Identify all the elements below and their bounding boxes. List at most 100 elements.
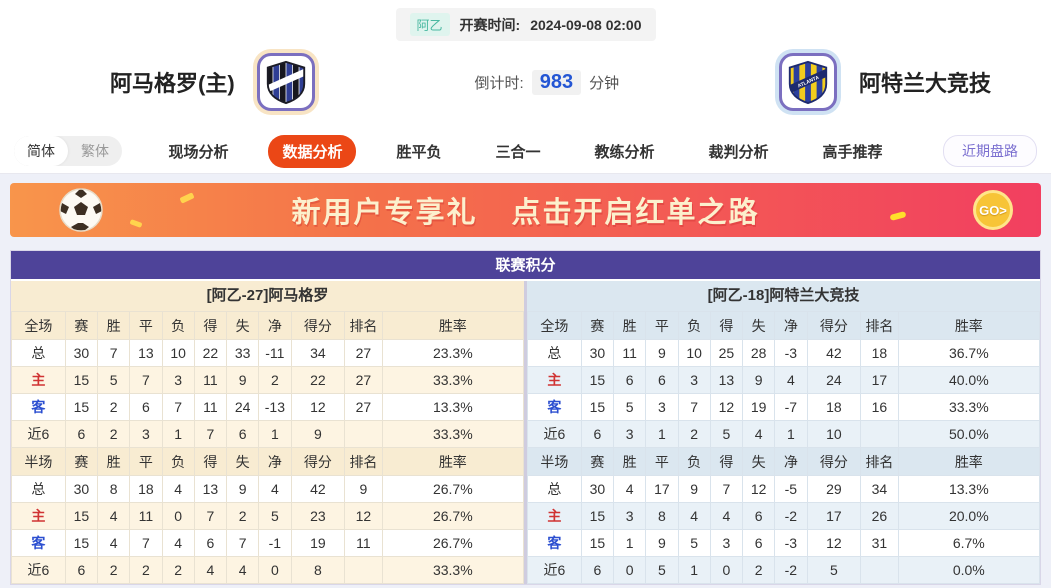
home-shield-icon <box>266 60 305 105</box>
column-header: 胜 <box>612 311 647 340</box>
stat-cell: 6 <box>64 556 99 584</box>
column-header: 胜率 <box>381 447 525 476</box>
away-team-name: 阿特兰大竞技 <box>858 71 991 96</box>
stat-cell: 2 <box>258 366 292 394</box>
nav-tab[interactable]: 现场分析 <box>168 143 229 161</box>
stats-row: 近6 6 0 5 1 0 2 -2 5 0.0% <box>527 556 1041 584</box>
nav-tab[interactable]: 教练分析 <box>594 143 655 161</box>
lang-option[interactable]: 简体 <box>14 136 68 166</box>
stat-cell: 1 <box>677 556 711 584</box>
stat-cell: 3 <box>161 366 195 394</box>
stat-cell: 30 <box>64 339 99 367</box>
promo-banner[interactable]: 新用户专享礼 点击开启红单之路 GO> <box>10 183 1041 237</box>
stat-cell: 5 <box>709 420 744 448</box>
stat-cell: 4 <box>612 475 647 503</box>
row-label: 主 <box>527 502 582 530</box>
stat-cell: 27 <box>344 366 383 394</box>
stat-cell: 4 <box>193 556 228 584</box>
stat-cell: 33.3% <box>897 393 1041 421</box>
recent-odds-button[interactable]: 近期盘路 <box>943 135 1037 167</box>
stat-cell: 1 <box>774 420 808 448</box>
stat-cell <box>860 556 899 584</box>
row-label: 客 <box>527 393 582 421</box>
column-header: 排名 <box>344 447 383 476</box>
stat-cell: 9 <box>645 339 679 367</box>
left-stats-table: 全场赛胜平负得失净得分 排名 胜率总 30 7 13 10 22 33 -11 34 27 23.3% 主… <box>11 311 525 584</box>
stats-row: 近6 6 2 2 2 4 4 0 8 33.3% <box>11 556 525 584</box>
stat-cell <box>344 420 383 448</box>
teams-row: 阿马格罗(主) <box>0 41 1051 129</box>
stat-cell: 13 <box>193 475 228 503</box>
stats-row: 客 15 2 6 7 11 24 -13 12 27 13.3% <box>11 393 525 421</box>
stat-cell: 6 <box>225 420 260 448</box>
column-header: 得分 <box>290 311 346 340</box>
stat-cell: 12 <box>344 502 383 530</box>
stat-cell: 18 <box>860 339 899 367</box>
lang-option[interactable]: 繁体 <box>81 143 109 159</box>
stat-cell: 22 <box>290 366 346 394</box>
stat-cell: 6 <box>580 420 615 448</box>
confetti-decoration <box>129 219 143 228</box>
column-header: 胜率 <box>897 447 1041 476</box>
stat-cell: 7 <box>96 339 131 367</box>
column-header: 赛 <box>64 447 99 476</box>
stat-cell: 18 <box>806 393 862 421</box>
stat-cell: 1 <box>161 420 195 448</box>
nav-bar: 简体 繁体 现场分析 数据分析 胜平负 三合一 教练分析 裁判分析 高手推荐 近期盘路 <box>0 129 1051 174</box>
stat-cell: 11 <box>193 393 228 421</box>
stat-cell: 0 <box>161 502 195 530</box>
stat-cell: -2 <box>774 556 808 584</box>
nav-tab[interactable]: 数据分析 <box>268 134 357 168</box>
stat-cell: 10 <box>161 339 195 367</box>
row-label: 近6 <box>11 420 66 448</box>
stat-cell: 11 <box>129 502 163 530</box>
nav-tab[interactable]: 胜平负 <box>396 143 442 161</box>
stat-cell: -11 <box>258 339 292 367</box>
column-header: 排名 <box>344 311 383 340</box>
kickoff-label: 开赛时间: <box>459 16 521 33</box>
standings-left-half: [阿乙-27]阿马格罗 全场赛胜平负得失净得分 排名 胜率总 30 7 13 10 22 33-… <box>11 281 525 584</box>
stat-cell <box>344 556 383 584</box>
stat-cell: 2 <box>677 420 711 448</box>
column-header: 得分 <box>806 311 862 340</box>
stat-cell: 6 <box>193 529 228 557</box>
stat-cell: 7 <box>161 393 195 421</box>
row-label: 主 <box>11 502 66 530</box>
stat-cell: 9 <box>225 366 260 394</box>
stat-cell: -1 <box>258 529 292 557</box>
column-header: 失 <box>741 311 776 340</box>
stat-cell: 15 <box>64 366 99 394</box>
nav-tab[interactable]: 裁判分析 <box>708 143 769 161</box>
stat-cell: 7 <box>193 420 228 448</box>
countdown-value: 983 <box>531 69 582 95</box>
row-label: 主 <box>527 366 582 394</box>
stat-cell: 15 <box>580 366 615 394</box>
row-label: 主 <box>11 366 66 394</box>
lang-toggle[interactable]: 简体 繁体 <box>14 136 122 166</box>
column-header: 赛 <box>580 311 615 340</box>
stat-cell: 33.3% <box>381 420 525 448</box>
stat-cell: 17 <box>860 366 899 394</box>
column-header: 平 <box>645 311 679 340</box>
stat-cell: 9 <box>290 420 346 448</box>
stats-row: 总 30 4 17 9 7 12 -5 29 34 13.3% <box>527 475 1041 503</box>
stat-cell: 5 <box>96 366 131 394</box>
nav-tab[interactable]: 三合一 <box>495 143 541 161</box>
stat-cell: 9 <box>741 366 776 394</box>
stat-cell: 10 <box>677 339 711 367</box>
stat-cell: 6 <box>612 366 647 394</box>
go-button[interactable]: GO> <box>973 190 1013 230</box>
soccer-ball-icon <box>59 188 103 232</box>
stat-cell: 7 <box>129 366 163 394</box>
stat-cell: 36.7% <box>897 339 1041 367</box>
league-badge: 阿乙 <box>409 13 450 36</box>
stat-cell: 2 <box>96 420 131 448</box>
column-header: 得 <box>709 447 744 476</box>
stats-row: 近6 6 3 1 2 5 4 1 10 50.0% <box>527 420 1041 448</box>
stat-cell: 8 <box>96 475 131 503</box>
stat-cell: 24 <box>225 393 260 421</box>
nav-tab[interactable]: 高手推荐 <box>822 143 883 161</box>
column-header: 平 <box>129 447 163 476</box>
row-label: 总 <box>527 475 582 503</box>
stat-cell: 20.0% <box>897 502 1041 530</box>
